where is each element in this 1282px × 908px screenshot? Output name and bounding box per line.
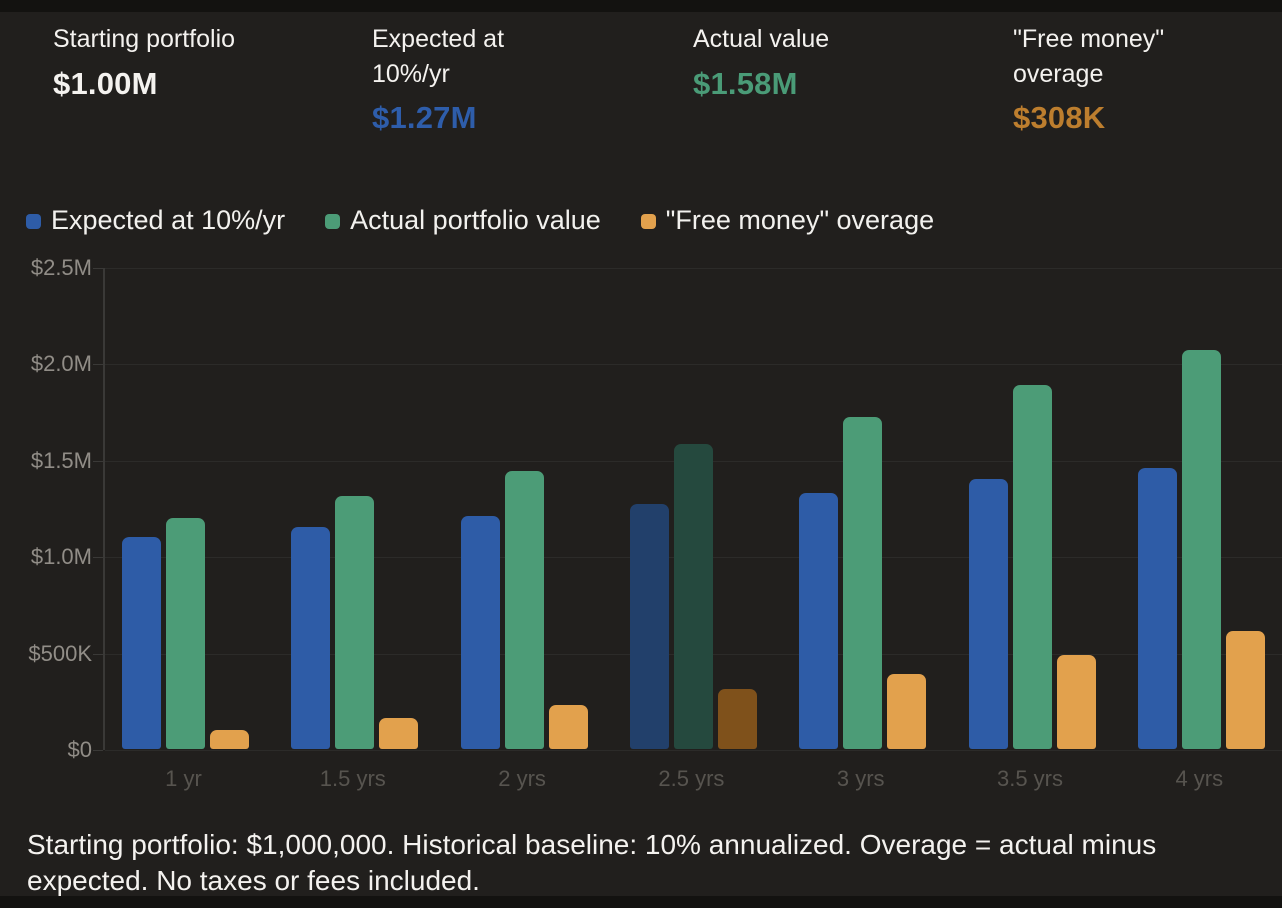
stat-actual-value: Actual value $1.58M (693, 22, 829, 102)
y-axis-tick (93, 268, 103, 269)
y-axis-label: $1.5M (30, 447, 92, 473)
legend-label: "Free money" overage (665, 205, 935, 235)
y-axis-label: $2.0M (30, 351, 92, 377)
bar-actual-portfolio-value-3-yrs[interactable] (843, 417, 883, 749)
plot-area (93, 267, 1282, 751)
bar-expected-at-10-yr-2-5-yrs[interactable] (629, 504, 669, 749)
stat-starting-portfolio: Starting portfolio $1.00M (53, 22, 235, 102)
legend-item-free-money-overage[interactable]: "Free money" overage (640, 205, 935, 236)
bar-group-2-5-yrs (629, 267, 757, 749)
bottom-edge (0, 896, 1282, 908)
bar-free-money-overage-4-yrs[interactable] (1225, 631, 1265, 749)
x-axis-label-1-yr: 1 yr (165, 766, 202, 791)
bar-free-money-overage-1-5-yrs[interactable] (379, 718, 419, 749)
bar-actual-portfolio-value-4-yrs[interactable] (1181, 350, 1221, 749)
y-axis-tick (93, 750, 103, 751)
stat-value: $1.00M (53, 65, 158, 101)
y-axis-label: $2.5M (30, 255, 92, 280)
gridline (105, 750, 1282, 751)
bar-expected-at-10-yr-1-yr[interactable] (122, 537, 161, 749)
bar-expected-at-10-yr-1-5-yrs[interactable] (291, 527, 331, 749)
bar-actual-portfolio-value-2-5-yrs[interactable] (673, 444, 713, 749)
bar-expected-at-10-yr-3-yrs[interactable] (799, 493, 839, 749)
footnote: Starting portfolio: $1,000,000. Historic… (27, 829, 1157, 897)
stat-label: Actual value (693, 25, 830, 53)
bar-group-3-yrs (799, 267, 927, 749)
legend-label: Expected at 10%/yr (51, 205, 286, 235)
y-axis-tick (93, 653, 103, 655)
stat-value: $1.27M (372, 100, 477, 135)
bar-group-4-yrs (1137, 267, 1265, 749)
legend-item-expected-at-10-yr[interactable]: Expected at 10%/yr (26, 205, 285, 236)
bar-actual-portfolio-value-2-yrs[interactable] (504, 471, 544, 749)
bar-expected-at-10-yr-4-yrs[interactable] (1137, 468, 1177, 749)
stat-label: Expected at 10%/yr (372, 25, 505, 88)
x-axis-label-1-5-yrs: 1.5 yrs (319, 766, 386, 791)
x-axis-label-2-yrs: 2 yrs (498, 766, 546, 791)
bar-expected-at-10-yr-3-5-yrs[interactable] (968, 479, 1008, 749)
x-axis-label-4-yrs: 4 yrs (1175, 766, 1224, 791)
stat-value: $308K (1013, 100, 1106, 135)
bar-group-3-5-yrs (968, 267, 1096, 749)
bar-free-money-overage-3-5-yrs[interactable] (1056, 655, 1096, 749)
y-axis-tick (93, 557, 103, 559)
bar-free-money-overage-1-yr[interactable] (210, 730, 249, 749)
y-axis-label: $1.0M (30, 544, 92, 570)
x-axis-label-3-yrs: 3 yrs (836, 766, 885, 791)
y-axis-tick (93, 460, 103, 462)
x-axis-label-3-5-yrs: 3.5 yrs (996, 766, 1064, 791)
legend-item-actual-portfolio-value[interactable]: Actual portfolio value (325, 205, 601, 236)
bar-group-1-5-yrs (291, 267, 419, 749)
top-edge (0, 0, 1282, 12)
legend-swatch-icon (26, 214, 41, 229)
y-axis-label: $0 (67, 737, 92, 762)
bar-actual-portfolio-value-1-yr[interactable] (166, 518, 205, 749)
legend-swatch-icon (325, 214, 341, 229)
bar-free-money-overage-2-yrs[interactable] (548, 705, 588, 749)
bar-expected-at-10-yr-2-yrs[interactable] (460, 516, 500, 749)
x-axis-label-2-5-yrs: 2.5 yrs (658, 766, 725, 791)
bar-group-2-yrs (460, 267, 588, 749)
y-axis-label: $500K (28, 640, 92, 666)
y-axis-tick (93, 364, 103, 366)
legend-swatch-icon (640, 214, 656, 229)
gridline (105, 364, 1282, 366)
bar-actual-portfolio-value-3-5-yrs[interactable] (1012, 385, 1052, 749)
bar-free-money-overage-2-5-yrs[interactable] (717, 689, 757, 749)
bar-free-money-overage-3-yrs[interactable] (887, 674, 927, 749)
stat-value: $1.58M (693, 65, 798, 101)
chart-legend: Expected at 10%/yr Actual portfolio value… (26, 205, 934, 236)
stat-label: Starting portfolio (53, 25, 236, 53)
bar-group-1-yr (122, 267, 249, 749)
bar-actual-portfolio-value-1-5-yrs[interactable] (335, 496, 375, 749)
legend-label: Actual portfolio value (350, 205, 601, 235)
stat-expected-value: Expected at 10%/yr $1.27M (372, 22, 504, 136)
stat-free-money-overage: "Free money" overage $308K (1013, 22, 1164, 136)
stat-label: "Free money" overage (1013, 25, 1165, 88)
gridline (105, 268, 1282, 269)
